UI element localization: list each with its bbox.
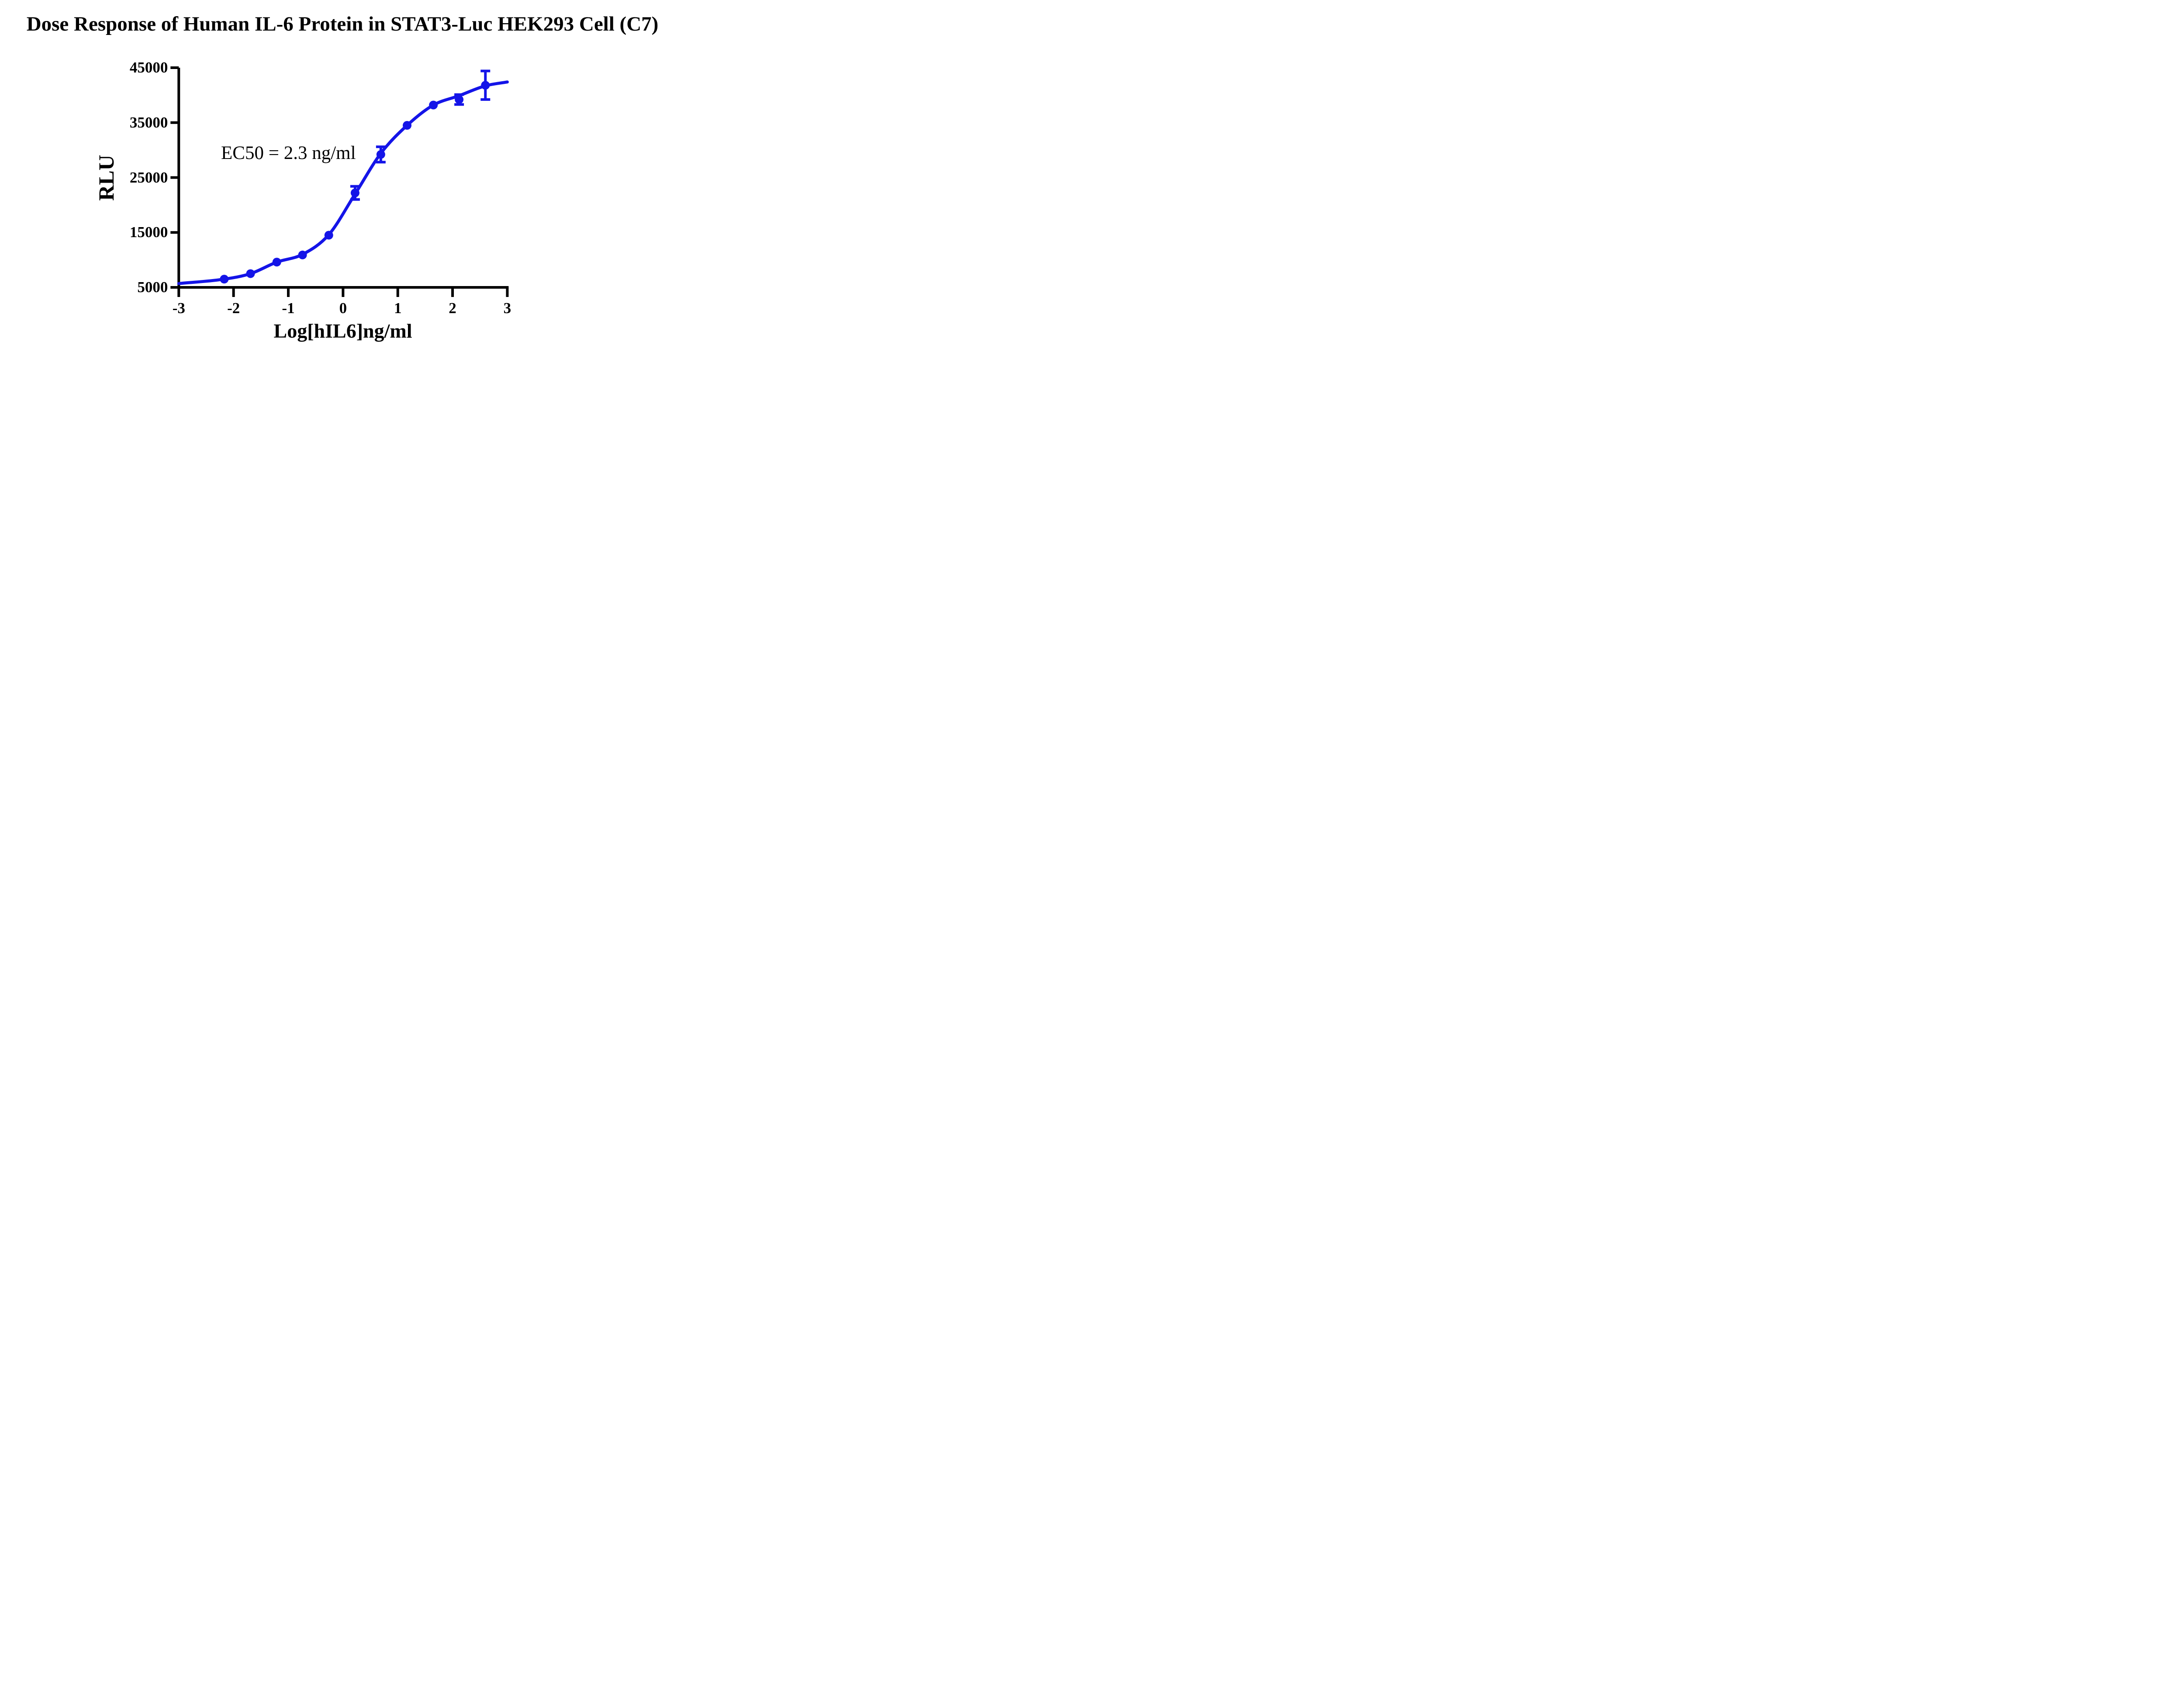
data-point-marker <box>298 250 307 259</box>
y-tick-label: 5000 <box>137 279 168 296</box>
data-point-marker <box>220 275 229 284</box>
data-point-marker <box>403 121 412 130</box>
x-tick-label: 3 <box>503 300 511 317</box>
x-tick-label: 1 <box>394 300 402 317</box>
data-point-marker <box>324 231 333 240</box>
data-point-marker <box>272 258 281 267</box>
chart-title: Dose Response of Human IL-6 Protein in S… <box>26 13 659 35</box>
x-tick-label: 0 <box>339 300 347 317</box>
data-point-marker <box>246 269 255 278</box>
y-tick-label: 15000 <box>129 224 168 241</box>
ec50-annotation: EC50 = 2.3 ng/ml <box>221 143 356 163</box>
x-tick-label: -3 <box>172 300 185 317</box>
y-tick-label: 25000 <box>129 169 168 186</box>
x-tick-label: -1 <box>282 300 295 317</box>
plot-area <box>170 66 509 297</box>
dose-response-figure: Dose Response of Human IL-6 Protein in S… <box>0 0 685 358</box>
data-point-marker <box>455 95 464 104</box>
data-point-marker <box>376 150 385 159</box>
x-tick-label: -2 <box>227 300 240 317</box>
x-axis-title: Log[hIL6]ng/ml <box>273 320 412 342</box>
data-point-marker <box>350 188 359 197</box>
y-tick-label: 35000 <box>129 114 168 131</box>
data-point-marker <box>429 100 438 110</box>
x-tick-label: 2 <box>449 300 456 317</box>
fit-curve <box>177 80 509 285</box>
y-tick-label: 45000 <box>129 59 168 76</box>
data-point-marker <box>481 81 490 90</box>
